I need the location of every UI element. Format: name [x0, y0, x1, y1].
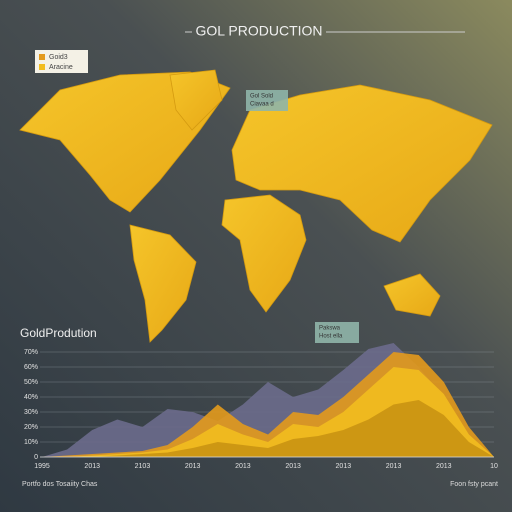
area	[42, 400, 494, 457]
y-tick-label: 60%	[24, 364, 38, 371]
australia	[383, 273, 441, 317]
y-tick-label: 20%	[24, 424, 38, 431]
x-tick-label: 2013	[84, 463, 100, 470]
x-tick-label: 2103	[135, 463, 151, 470]
legend-label: Goid3	[49, 54, 68, 61]
x-tick-label: 10	[490, 463, 498, 470]
map-legend	[35, 50, 88, 73]
map-callout	[246, 90, 288, 111]
x-tick-label: 2013	[185, 463, 201, 470]
x-tick-label: 2013	[436, 463, 452, 470]
legend-label: Aracine	[49, 64, 73, 71]
x-tick-label: 2013	[235, 463, 251, 470]
callout-text: Host ella	[319, 334, 343, 340]
eurasia	[231, 84, 493, 243]
greenland	[169, 69, 223, 131]
area-chart: 0 10% 20% 30% 40% 50% 60% 70% 1995 2013 2103 2013 20…	[24, 343, 498, 470]
callout-text: Ciavaa d	[250, 102, 274, 108]
world-map	[19, 69, 493, 343]
y-tick-label: 10%	[24, 439, 38, 446]
y-tick-label: 40%	[24, 394, 38, 401]
footer-left: Portfo dos Tosaiity Chas	[22, 481, 98, 488]
x-tick-label: 1995	[34, 463, 50, 470]
legend-swatch	[39, 54, 45, 60]
callout-text: Gol Sold	[250, 94, 273, 100]
africa	[221, 194, 307, 313]
footer-right: Foon fsty pcant	[450, 481, 498, 488]
chart-title: GoldProdution	[20, 326, 97, 340]
x-tick-label: 2013	[386, 463, 402, 470]
x-tick-label: 2013	[285, 463, 301, 470]
chart-callout	[315, 322, 359, 343]
south-america	[129, 224, 197, 343]
page-title: GOL PRODUCTION	[195, 23, 322, 39]
x-tick-label: 2013	[336, 463, 352, 470]
callout-text: Pakswa	[319, 326, 341, 332]
y-tick-label: 0	[34, 454, 38, 461]
y-tick-label: 70%	[24, 349, 38, 356]
legend-swatch	[39, 64, 45, 70]
y-tick-label: 30%	[24, 409, 38, 416]
y-tick-label: 50%	[24, 379, 38, 386]
